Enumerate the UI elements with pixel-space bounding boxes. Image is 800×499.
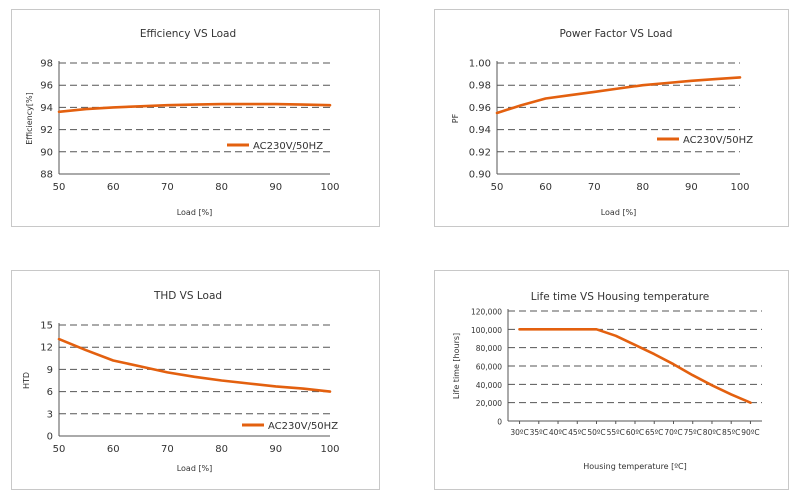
y-tick-label: 9 bbox=[47, 365, 53, 376]
x-tick-label: 60ºC bbox=[626, 428, 644, 437]
y-tick-label: 0.98 bbox=[469, 81, 491, 92]
series-line bbox=[495, 76, 742, 115]
x-tick-label: 50 bbox=[53, 182, 66, 193]
y-axis-label: Life time [hours] bbox=[452, 333, 461, 399]
legend-label: AC230V/50HZ bbox=[683, 135, 753, 146]
legend-label: AC230V/50HZ bbox=[268, 421, 338, 432]
y-tick-label: 98 bbox=[40, 59, 53, 70]
x-axis-label: Housing temperature [ºC] bbox=[583, 462, 687, 471]
y-tick-label: 92 bbox=[40, 125, 53, 136]
x-tick-label: 50 bbox=[53, 444, 66, 455]
x-tick-label: 70ºC bbox=[664, 428, 682, 437]
x-tick-label: 55ºC bbox=[607, 428, 625, 437]
x-tick-label: 100 bbox=[320, 182, 339, 193]
x-tick-label: 40ºC bbox=[549, 428, 567, 437]
x-tick-label: 100 bbox=[320, 444, 339, 455]
x-tick-label: 90 bbox=[685, 182, 698, 193]
lifetime-chart-panel: Life time VS Housing temperature 120,000 1… bbox=[434, 270, 789, 490]
legend-label: AC230V/50HZ bbox=[253, 141, 323, 152]
y-tick-label: 90 bbox=[40, 147, 53, 158]
chart-title: Efficiency VS Load bbox=[140, 28, 236, 40]
efficiency-chart-panel: Efficiency VS Load 98 96 94 92 90 88 50 60 70 80 90… bbox=[11, 9, 380, 227]
y-tick-label: 0.92 bbox=[469, 147, 491, 158]
x-tick-label: 60 bbox=[107, 444, 120, 455]
series-line bbox=[518, 327, 752, 404]
x-tick-label: 50ºC bbox=[587, 428, 605, 437]
y-tick-label: 1.00 bbox=[469, 59, 491, 70]
y-tick-label: 15 bbox=[40, 321, 53, 332]
y-tick-label: 94 bbox=[40, 103, 53, 114]
x-tick-label: 80ºC bbox=[703, 428, 721, 437]
thd-chart-panel: THD VS Load 15 12 9 6 3 0 50 60 70 80 90 100 Load [%]… bbox=[11, 270, 380, 490]
x-tick-label: 35ºC bbox=[530, 428, 548, 437]
power-factor-chart-panel: Power Factor VS Load 1.00 0.98 0.96 0.94 0.92… bbox=[434, 9, 789, 227]
x-tick-label: 100 bbox=[730, 182, 749, 193]
power-factor-chart: Power Factor VS Load 1.00 0.98 0.96 0.94 0.92… bbox=[451, 28, 753, 217]
y-tick-label: 88 bbox=[40, 170, 53, 181]
x-tick-label: 90ºC bbox=[741, 428, 759, 437]
y-tick-label: 0.90 bbox=[469, 170, 491, 181]
x-tick-label: 45ºC bbox=[568, 428, 586, 437]
x-tick-label: 90 bbox=[269, 182, 282, 193]
x-tick-label: 80 bbox=[215, 444, 228, 455]
y-tick-label: 80,000 bbox=[476, 344, 502, 353]
y-tick-label: 0.94 bbox=[469, 125, 491, 136]
x-tick-label: 75ºC bbox=[684, 428, 702, 437]
x-tick-label: 70 bbox=[588, 182, 601, 193]
chart-title: Power Factor VS Load bbox=[560, 28, 673, 40]
x-tick-label: 90 bbox=[269, 444, 282, 455]
y-tick-label: 6 bbox=[47, 387, 53, 398]
y-tick-label: 100,000 bbox=[471, 326, 502, 335]
x-tick-label: 80 bbox=[636, 182, 649, 193]
y-axis-label: PF bbox=[451, 113, 460, 123]
x-tick-label: 85ºC bbox=[722, 428, 740, 437]
y-tick-label: 0.96 bbox=[469, 103, 491, 114]
x-axis-label: Load [%] bbox=[177, 464, 213, 473]
x-axis-label: Load [%] bbox=[601, 208, 637, 217]
y-tick-label: 20,000 bbox=[476, 399, 502, 408]
y-tick-label: 40,000 bbox=[476, 381, 502, 390]
x-tick-label: 70 bbox=[161, 182, 174, 193]
lifetime-chart: Life time VS Housing temperature 120,000 1… bbox=[452, 291, 762, 471]
y-tick-label: 12 bbox=[40, 343, 53, 354]
y-axis-label: Efficiency[%] bbox=[25, 92, 34, 144]
y-tick-label: 96 bbox=[40, 81, 53, 92]
y-tick-label: 120,000 bbox=[471, 308, 502, 317]
x-axis-label: Load [%] bbox=[177, 208, 213, 217]
x-tick-label: 70 bbox=[161, 444, 174, 455]
x-tick-label: 50 bbox=[491, 182, 504, 193]
x-tick-label: 60 bbox=[539, 182, 552, 193]
series-line bbox=[57, 337, 332, 393]
y-tick-label: 0 bbox=[47, 432, 53, 443]
x-tick-label: 30ºC bbox=[510, 428, 528, 437]
y-tick-label: 60,000 bbox=[476, 363, 502, 372]
series-line bbox=[57, 102, 332, 114]
chart-title: Life time VS Housing temperature bbox=[531, 291, 710, 303]
chart-title: THD VS Load bbox=[153, 290, 222, 302]
x-tick-label: 65ºC bbox=[645, 428, 663, 437]
y-axis-label: HTD bbox=[22, 372, 31, 389]
y-tick-label: 3 bbox=[47, 409, 53, 420]
x-tick-label: 80 bbox=[215, 182, 228, 193]
thd-chart: THD VS Load 15 12 9 6 3 050 60 70 80 90 100 Load [%]… bbox=[22, 290, 340, 473]
x-tick-label: 60 bbox=[107, 182, 120, 193]
y-tick-label: 0 bbox=[497, 418, 502, 427]
